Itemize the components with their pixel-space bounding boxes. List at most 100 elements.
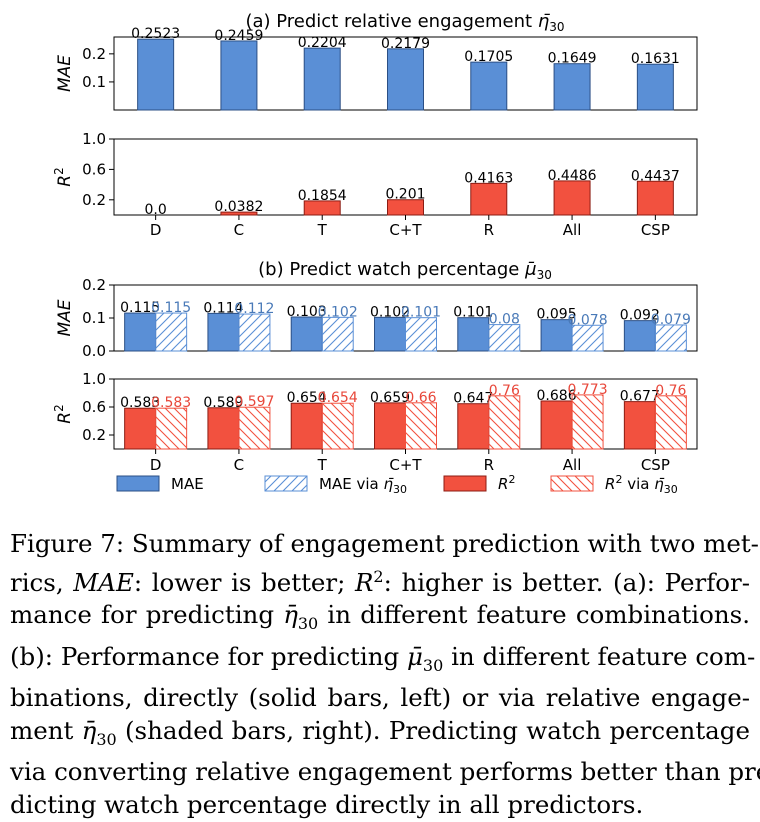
data-label: 0.1854 [298, 188, 347, 204]
caption-line-1: Figure 7: Summary of engagement predicti… [10, 529, 759, 558]
data-label: 0.092 [620, 308, 660, 324]
data-label: 0.583 [151, 395, 191, 411]
legend: MAE MAE via η̄30 R2 R2 via η̄30 [116, 473, 678, 496]
data-label: 0.76 [489, 383, 520, 399]
data-label: 0.76 [655, 383, 686, 399]
caption-line-6: ment η̄30 (shaded bars, right). Predicti… [10, 715, 750, 749]
bar-a-1-1-5 [553, 63, 591, 111]
engagement-prediction-chart: (a) Predict relative engagement η̄300.10… [52, 11, 698, 496]
bar-a-2-1-6 [636, 180, 674, 216]
y-axis-label: R2 [52, 404, 75, 423]
subplot-a-2: 0.2 0.6 1.0 R2 0.0 0.0382 0.1854 0.201 0.4163 0.4… [52, 130, 698, 218]
data-label: 0.589 [203, 395, 243, 411]
bar-b-2-2-2 [321, 402, 354, 450]
bar-a-2-1-4 [470, 182, 508, 216]
bar-b-2-1-4 [457, 403, 490, 450]
bar-b-2-2-5 [571, 394, 604, 450]
bar-a-1-1-4 [470, 61, 508, 111]
y-tick-label: 0.0 [82, 342, 106, 360]
data-label: 0.659 [370, 390, 410, 406]
bar-a-1-1-6 [636, 63, 674, 111]
caption-line-5: binations, directly (solid bars, left) o… [10, 683, 750, 713]
subplot-a-1: 0.1 0.2 MAE 0.2523 0.2459 0.2204 0.2179 0.1705 0… [55, 26, 698, 111]
y-tick-label: 0.1 [82, 73, 106, 91]
bar-b-1-2-0 [155, 312, 188, 352]
bar-b-2-1-0 [124, 407, 157, 450]
y-tick-label: 0.6 [82, 160, 106, 178]
legend-label: MAE [171, 475, 204, 493]
legend-label: MAE via η̄30 [319, 475, 407, 496]
data-label: 0.4486 [548, 168, 597, 184]
data-label: 0.773 [568, 382, 608, 398]
y-tick-label: 0.1 [82, 309, 106, 327]
bar-b-1-1-1 [207, 312, 240, 352]
y-tick-label: 1.0 [82, 130, 106, 148]
y-axis-label: MAE [55, 299, 75, 336]
figure-caption: Figure 7: Summary of engagement predicti… [10, 528, 760, 822]
x-tick-label: R [484, 456, 494, 474]
data-label: 0.2459 [214, 28, 263, 44]
bar-b-2-2-6 [654, 395, 687, 450]
legend-swatch [116, 475, 160, 492]
x-tick-label: CSP [641, 456, 670, 474]
bar-b-2-1-2 [290, 402, 323, 450]
bar-b-1-1-5 [540, 319, 573, 352]
x-tick-label: C+T [389, 456, 422, 474]
bar-b-2-2-3 [405, 402, 437, 450]
y-tick-label: 0.2 [82, 45, 106, 63]
data-label: 0.095 [537, 307, 577, 323]
x-tick-label: All [563, 221, 582, 239]
y-tick-label: 0.2 [82, 276, 106, 294]
x-tick-label: T [317, 456, 328, 474]
x-tick-label: All [563, 456, 582, 474]
x-tick-label: D [150, 221, 162, 239]
bar-b-1-2-1 [238, 313, 271, 352]
data-label: 0.08 [489, 312, 520, 328]
data-label: 0.102 [370, 304, 410, 320]
caption-line-4: (b): Performance for predicting μ̄30 in … [10, 641, 756, 675]
data-label: 0.583 [120, 395, 160, 411]
bar-b-1-1-0 [124, 312, 157, 352]
caption-line-3: mance for predicting η̄30 in different f… [10, 600, 751, 634]
data-label: 0.101 [453, 305, 493, 321]
y-axis-label: R2 [52, 167, 75, 186]
legend-item-1: MAE [116, 475, 204, 493]
x-tick-label: D [150, 456, 162, 474]
y-tick-label: 0.2 [82, 191, 106, 209]
data-label: 0.0 [145, 202, 167, 218]
bar-b-1-1-6 [623, 320, 656, 352]
chart-title-a: (a) Predict relative engagement η̄30 [245, 11, 564, 34]
data-label: 0.115 [151, 300, 191, 316]
legend-swatch [443, 475, 487, 492]
caption-line-7: via converting relative engagement perfo… [10, 757, 760, 787]
data-label: 0.677 [620, 389, 660, 405]
data-label: 0.1631 [631, 51, 680, 67]
x-tick-label: C [234, 456, 244, 474]
y-tick-label: 0.2 [82, 426, 106, 444]
bar-b-1-2-3 [405, 317, 437, 352]
bar-a-1-1-3 [387, 48, 424, 111]
bar-a-1-1-1 [220, 40, 258, 111]
data-label: 0.114 [203, 300, 243, 316]
data-label: 0.078 [568, 312, 608, 328]
bar-b-2-1-3 [374, 402, 406, 450]
data-label: 0.079 [651, 312, 691, 328]
y-axis-label: MAE [55, 55, 75, 92]
data-label: 0.2204 [298, 35, 347, 51]
subplot-b-2: 0.2 0.6 1.0 R2 0.583 0.589 0.654 0.659 0.647 0.68… [52, 370, 698, 450]
legend-swatch [264, 475, 308, 492]
x-tick-label: C [234, 221, 244, 239]
x-tick-label: T [317, 221, 328, 239]
data-label: 0.4163 [464, 170, 513, 186]
data-label: 0.654 [287, 390, 327, 406]
data-label: 0.112 [234, 301, 274, 317]
data-label: 0.0382 [214, 199, 263, 215]
bar-b-1-2-6 [654, 324, 687, 352]
data-label: 0.2179 [381, 36, 430, 52]
bar-b-2-1-5 [540, 400, 573, 450]
x-tick-label: R [484, 221, 494, 239]
caption-line-2: rics, MAE: lower is better; R2: higher i… [10, 566, 751, 597]
bar-a-2-1-5 [553, 180, 591, 216]
caption-line-8: dicting watch percentage directly in all… [10, 789, 644, 819]
